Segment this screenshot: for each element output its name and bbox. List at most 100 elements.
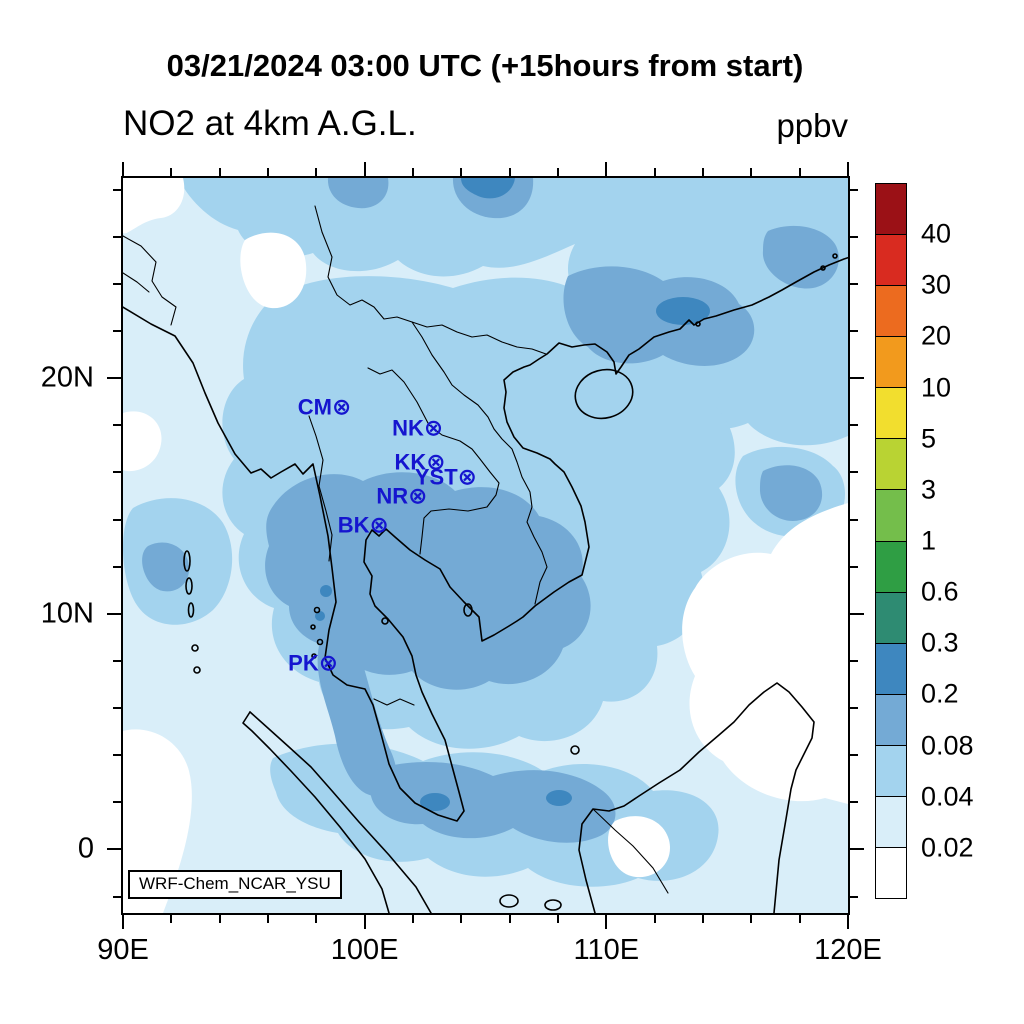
axis-tick	[113, 754, 121, 757]
axis-tick	[113, 801, 121, 804]
colorbar-segment	[875, 795, 907, 849]
x-axis-tick-label: 90E	[97, 934, 149, 966]
axis-tick	[170, 915, 173, 923]
colorbar-segment	[875, 591, 907, 644]
axis-tick	[850, 848, 864, 851]
colorbar-tick-label: 0.2	[921, 678, 959, 709]
colorbar-segment	[875, 438, 907, 491]
station-marker-yst: YST⊗	[415, 464, 477, 491]
axis-tick	[363, 915, 366, 929]
colorbar-segment	[875, 183, 907, 236]
x-axis-tick-label: 110E	[573, 934, 640, 966]
axis-tick	[653, 168, 656, 176]
x-axis-tick-label: 100E	[330, 934, 399, 966]
axis-tick	[267, 168, 269, 176]
axis-tick	[170, 168, 173, 176]
station-symbol-icon: ⊗	[369, 511, 389, 538]
station-label: NK	[392, 415, 424, 441]
colorbar-segment	[875, 387, 907, 440]
colorbar-segment	[875, 234, 907, 287]
colorbar-tick-label: 1	[921, 525, 937, 556]
axis-tick	[850, 283, 858, 285]
colorbar-segment	[875, 642, 907, 695]
axis-tick	[122, 915, 124, 929]
axis-tick	[850, 707, 858, 710]
axis-tick	[850, 895, 858, 898]
axis-tick	[460, 915, 463, 923]
y-axis-tick-label: 20N	[40, 361, 94, 394]
axis-tick	[107, 848, 121, 851]
colorbar-segment	[875, 336, 907, 389]
y-axis-tick-label: 10N	[40, 597, 94, 630]
axis-tick	[557, 915, 559, 923]
colorbar-segment	[875, 744, 907, 797]
variable-label: NO2 at 4km A.G.L.	[123, 104, 417, 143]
axis-tick	[702, 915, 704, 923]
model-label: WRF-Chem_NCAR_YSU	[139, 874, 331, 893]
axis-tick	[113, 471, 121, 474]
axis-tick	[847, 915, 849, 929]
axis-tick	[113, 330, 121, 333]
colorbar	[875, 183, 907, 900]
colorbar-segment	[875, 847, 907, 900]
axis-tick	[653, 915, 656, 923]
axis-tick	[850, 565, 858, 568]
axis-tick	[850, 754, 858, 757]
colorbar-tick-label: 0.3	[921, 627, 959, 658]
figure-title: 03/21/2024 03:00 UTC (+15hours from star…	[166, 48, 804, 83]
colorbar-segment	[875, 540, 907, 593]
axis-tick	[850, 659, 858, 662]
field-dark-blue-spots	[315, 178, 710, 811]
map-panel: CM⊗ NK⊗ KK⊗ YST⊗ NR⊗ BK⊗ PK⊗ WRF-Chem_NCAR_YSU	[121, 176, 850, 915]
station-marker-pk: PK⊗	[288, 650, 338, 677]
axis-tick	[113, 518, 121, 521]
axis-tick	[315, 915, 318, 923]
field-white-areas	[123, 178, 848, 913]
axis-tick	[850, 518, 858, 521]
x-axis-tick-label: 120E	[814, 934, 882, 966]
axis-tick	[850, 235, 858, 238]
axis-tick	[702, 168, 704, 176]
axis-tick	[412, 915, 414, 923]
axis-tick	[850, 424, 858, 427]
axis-tick	[107, 377, 121, 380]
axis-tick	[363, 162, 366, 176]
axis-tick	[113, 565, 121, 568]
station-symbol-icon: ⊗	[457, 463, 477, 490]
station-symbol-icon: ⊗	[426, 448, 446, 475]
station-marker-bk: BK⊗	[338, 512, 389, 539]
axis-tick	[798, 915, 801, 923]
station-symbol-icon: ⊗	[408, 482, 428, 509]
axis-tick	[508, 915, 511, 923]
axis-tick	[605, 162, 608, 176]
axis-tick	[218, 168, 221, 176]
station-symbol-icon: ⊗	[332, 393, 352, 419]
axis-tick	[850, 471, 858, 474]
axis-tick	[113, 235, 121, 238]
axis-tick	[412, 168, 414, 176]
station-label: KK	[394, 449, 427, 475]
colorbar-tick-label: 10	[921, 372, 952, 403]
colorbar-tick-label: 30	[921, 269, 952, 300]
colorbar-segment	[875, 489, 907, 542]
station-symbol-icon: ⊗	[423, 414, 444, 441]
coastlines	[123, 253, 848, 913]
axis-tick	[798, 168, 801, 176]
station-marker-nr: NR⊗	[376, 483, 427, 510]
model-label-box: WRF-Chem_NCAR_YSU	[128, 870, 342, 899]
axis-tick	[122, 162, 124, 176]
colorbar-tick-label: 0.08	[921, 730, 974, 761]
country-borders	[123, 205, 669, 894]
station-label: NR	[376, 483, 409, 509]
y-axis-tick-label: 0	[77, 832, 94, 865]
axis-tick	[557, 168, 559, 176]
units-label: ppbv	[776, 107, 848, 144]
axis-tick	[460, 168, 463, 176]
axis-tick	[113, 188, 121, 191]
map-canvas	[123, 178, 848, 913]
colorbar-tick-label: 5	[921, 423, 937, 454]
axis-tick	[850, 330, 858, 333]
axis-tick	[850, 801, 858, 804]
colorbar-segment	[875, 693, 907, 746]
station-marker-kk: KK⊗	[394, 448, 445, 475]
